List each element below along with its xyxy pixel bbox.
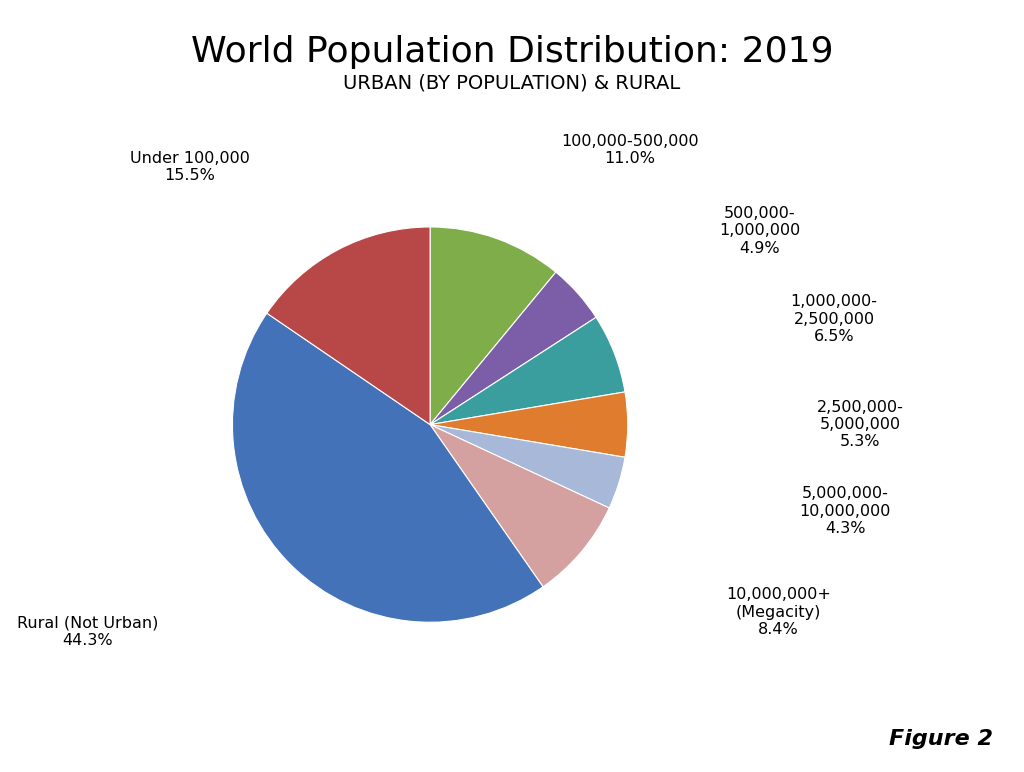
Wedge shape bbox=[430, 273, 596, 425]
Text: 100,000-500,000
11.0%: 100,000-500,000 11.0% bbox=[561, 134, 698, 167]
Wedge shape bbox=[430, 425, 609, 587]
Wedge shape bbox=[430, 227, 556, 425]
Wedge shape bbox=[430, 317, 625, 425]
Wedge shape bbox=[267, 227, 430, 425]
Text: Figure 2: Figure 2 bbox=[889, 729, 993, 749]
Text: 5,000,000-
10,000,000
4.3%: 5,000,000- 10,000,000 4.3% bbox=[800, 486, 891, 536]
Wedge shape bbox=[430, 425, 625, 508]
Text: URBAN (BY POPULATION) & RURAL: URBAN (BY POPULATION) & RURAL bbox=[343, 73, 681, 93]
Text: 500,000-
1,000,000
4.9%: 500,000- 1,000,000 4.9% bbox=[719, 206, 800, 256]
Text: 1,000,000-
2,500,000
6.5%: 1,000,000- 2,500,000 6.5% bbox=[791, 294, 878, 344]
Text: Under 100,000
15.5%: Under 100,000 15.5% bbox=[130, 151, 250, 183]
Text: 10,000,000+
(Megacity)
8.4%: 10,000,000+ (Megacity) 8.4% bbox=[726, 587, 830, 637]
Text: World Population Distribution: 2019: World Population Distribution: 2019 bbox=[190, 35, 834, 69]
Text: 2,500,000-
5,000,000
5.3%: 2,500,000- 5,000,000 5.3% bbox=[817, 400, 903, 449]
Wedge shape bbox=[430, 392, 628, 457]
Text: Rural (Not Urban)
44.3%: Rural (Not Urban) 44.3% bbox=[16, 615, 158, 648]
Wedge shape bbox=[232, 313, 543, 622]
